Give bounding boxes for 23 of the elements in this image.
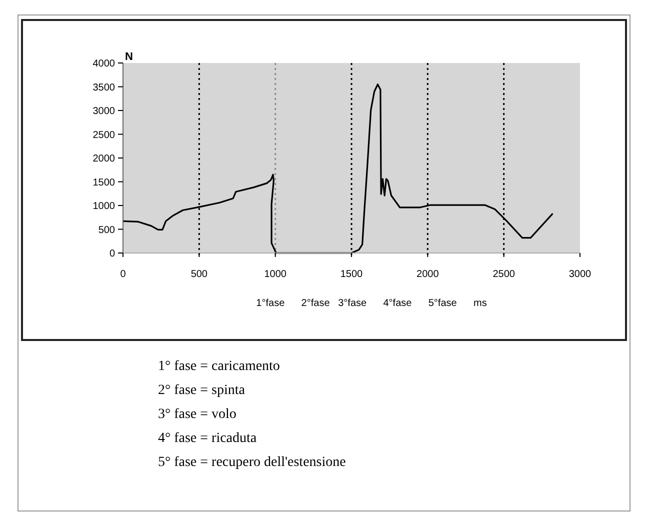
y-axis-title: N xyxy=(125,51,133,63)
y-tick-label: 3000 xyxy=(92,106,116,117)
y-tick-label: 0 xyxy=(109,248,116,260)
y-tick-label: 2500 xyxy=(92,130,116,141)
y-tick-label: 3500 xyxy=(92,82,116,94)
y-tick-label: 1000 xyxy=(92,201,116,212)
text: 1° fase = caricamento xyxy=(158,359,280,374)
y-tick-label: 2000 xyxy=(92,154,116,164)
text: 2° fase = spinta xyxy=(158,383,246,398)
y-tick-label: 500 xyxy=(98,224,116,236)
text: 5° fase = recupero dell'estensione xyxy=(158,455,346,470)
x-tick-label: 1500 xyxy=(340,269,364,280)
text: 4° fase = ricaduta xyxy=(158,431,258,446)
x-tick-label: 3000 xyxy=(568,269,592,280)
x-tick-label: 0 xyxy=(120,269,126,280)
x-tick-label: 1000 xyxy=(264,269,287,280)
x-axis-title: 1°fase 2°fase 3°fase 4°fase 5°fase ms xyxy=(256,298,487,309)
x-tick-label: 2000 xyxy=(416,269,440,280)
y-tick-label: 4000 xyxy=(92,58,116,70)
x-tick-label: 500 xyxy=(190,269,208,280)
y-tick-label: 1500 xyxy=(92,177,116,188)
x-tick-label: 2500 xyxy=(492,269,516,280)
text: 3° fase = volo xyxy=(158,407,236,422)
